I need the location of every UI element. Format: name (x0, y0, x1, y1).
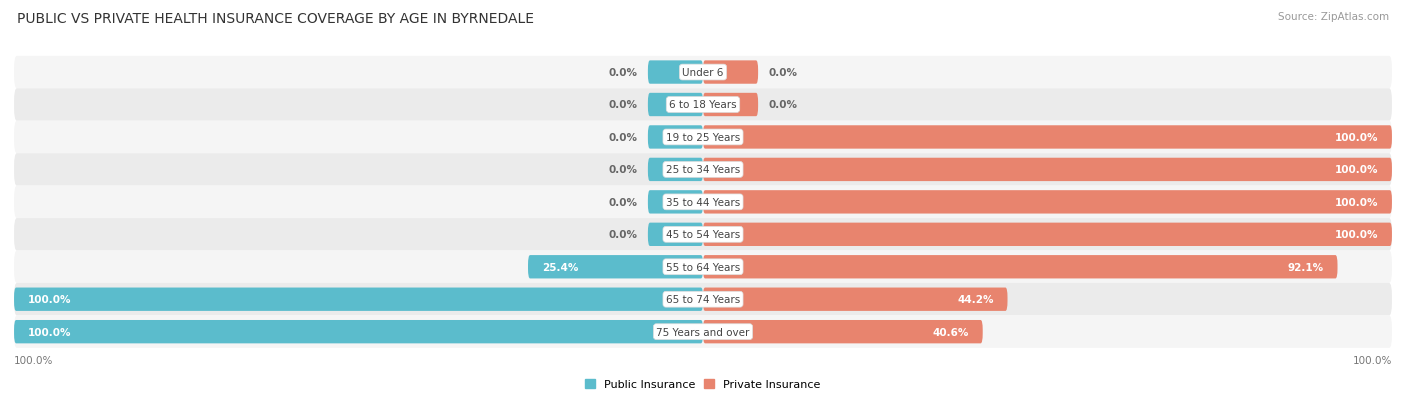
FancyBboxPatch shape (529, 256, 703, 279)
Text: 0.0%: 0.0% (609, 197, 637, 207)
Text: 40.6%: 40.6% (932, 327, 969, 337)
FancyBboxPatch shape (703, 256, 1337, 279)
FancyBboxPatch shape (648, 158, 703, 182)
FancyBboxPatch shape (648, 126, 703, 149)
Text: 0.0%: 0.0% (609, 230, 637, 240)
FancyBboxPatch shape (14, 57, 1392, 89)
FancyBboxPatch shape (14, 121, 1392, 154)
FancyBboxPatch shape (14, 218, 1392, 251)
Text: 0.0%: 0.0% (609, 68, 637, 78)
Text: 75 Years and over: 75 Years and over (657, 327, 749, 337)
FancyBboxPatch shape (703, 126, 1392, 149)
Text: Under 6: Under 6 (682, 68, 724, 78)
Text: 100.0%: 100.0% (1334, 197, 1378, 207)
Text: 100.0%: 100.0% (14, 355, 53, 365)
FancyBboxPatch shape (14, 316, 1392, 348)
Text: 25 to 34 Years: 25 to 34 Years (666, 165, 740, 175)
Text: 0.0%: 0.0% (769, 68, 797, 78)
FancyBboxPatch shape (703, 223, 1392, 247)
FancyBboxPatch shape (14, 89, 1392, 121)
FancyBboxPatch shape (648, 223, 703, 247)
Text: 6 to 18 Years: 6 to 18 Years (669, 100, 737, 110)
FancyBboxPatch shape (14, 283, 1392, 316)
Text: 19 to 25 Years: 19 to 25 Years (666, 133, 740, 142)
Text: 92.1%: 92.1% (1288, 262, 1323, 272)
FancyBboxPatch shape (14, 288, 703, 311)
Text: Source: ZipAtlas.com: Source: ZipAtlas.com (1278, 12, 1389, 22)
FancyBboxPatch shape (14, 186, 1392, 218)
Text: 100.0%: 100.0% (1334, 133, 1378, 142)
FancyBboxPatch shape (648, 61, 703, 85)
Text: 44.2%: 44.2% (957, 294, 994, 304)
FancyBboxPatch shape (14, 320, 703, 344)
Text: 0.0%: 0.0% (769, 100, 797, 110)
Text: 100.0%: 100.0% (1334, 230, 1378, 240)
FancyBboxPatch shape (703, 94, 758, 117)
Text: 100.0%: 100.0% (28, 327, 72, 337)
FancyBboxPatch shape (14, 154, 1392, 186)
FancyBboxPatch shape (14, 251, 1392, 283)
Text: PUBLIC VS PRIVATE HEALTH INSURANCE COVERAGE BY AGE IN BYRNEDALE: PUBLIC VS PRIVATE HEALTH INSURANCE COVER… (17, 12, 534, 26)
FancyBboxPatch shape (703, 191, 1392, 214)
Text: 100.0%: 100.0% (1334, 165, 1378, 175)
FancyBboxPatch shape (703, 288, 1008, 311)
FancyBboxPatch shape (703, 320, 983, 344)
Text: 25.4%: 25.4% (541, 262, 578, 272)
Text: 0.0%: 0.0% (609, 165, 637, 175)
Text: 55 to 64 Years: 55 to 64 Years (666, 262, 740, 272)
Legend: Public Insurance, Private Insurance: Public Insurance, Private Insurance (585, 380, 821, 389)
FancyBboxPatch shape (648, 191, 703, 214)
Text: 35 to 44 Years: 35 to 44 Years (666, 197, 740, 207)
FancyBboxPatch shape (703, 61, 758, 85)
Text: 100.0%: 100.0% (28, 294, 72, 304)
Text: 0.0%: 0.0% (609, 133, 637, 142)
Text: 0.0%: 0.0% (609, 100, 637, 110)
FancyBboxPatch shape (648, 94, 703, 117)
Text: 65 to 74 Years: 65 to 74 Years (666, 294, 740, 304)
Text: 100.0%: 100.0% (1353, 355, 1392, 365)
Text: 45 to 54 Years: 45 to 54 Years (666, 230, 740, 240)
FancyBboxPatch shape (703, 158, 1392, 182)
